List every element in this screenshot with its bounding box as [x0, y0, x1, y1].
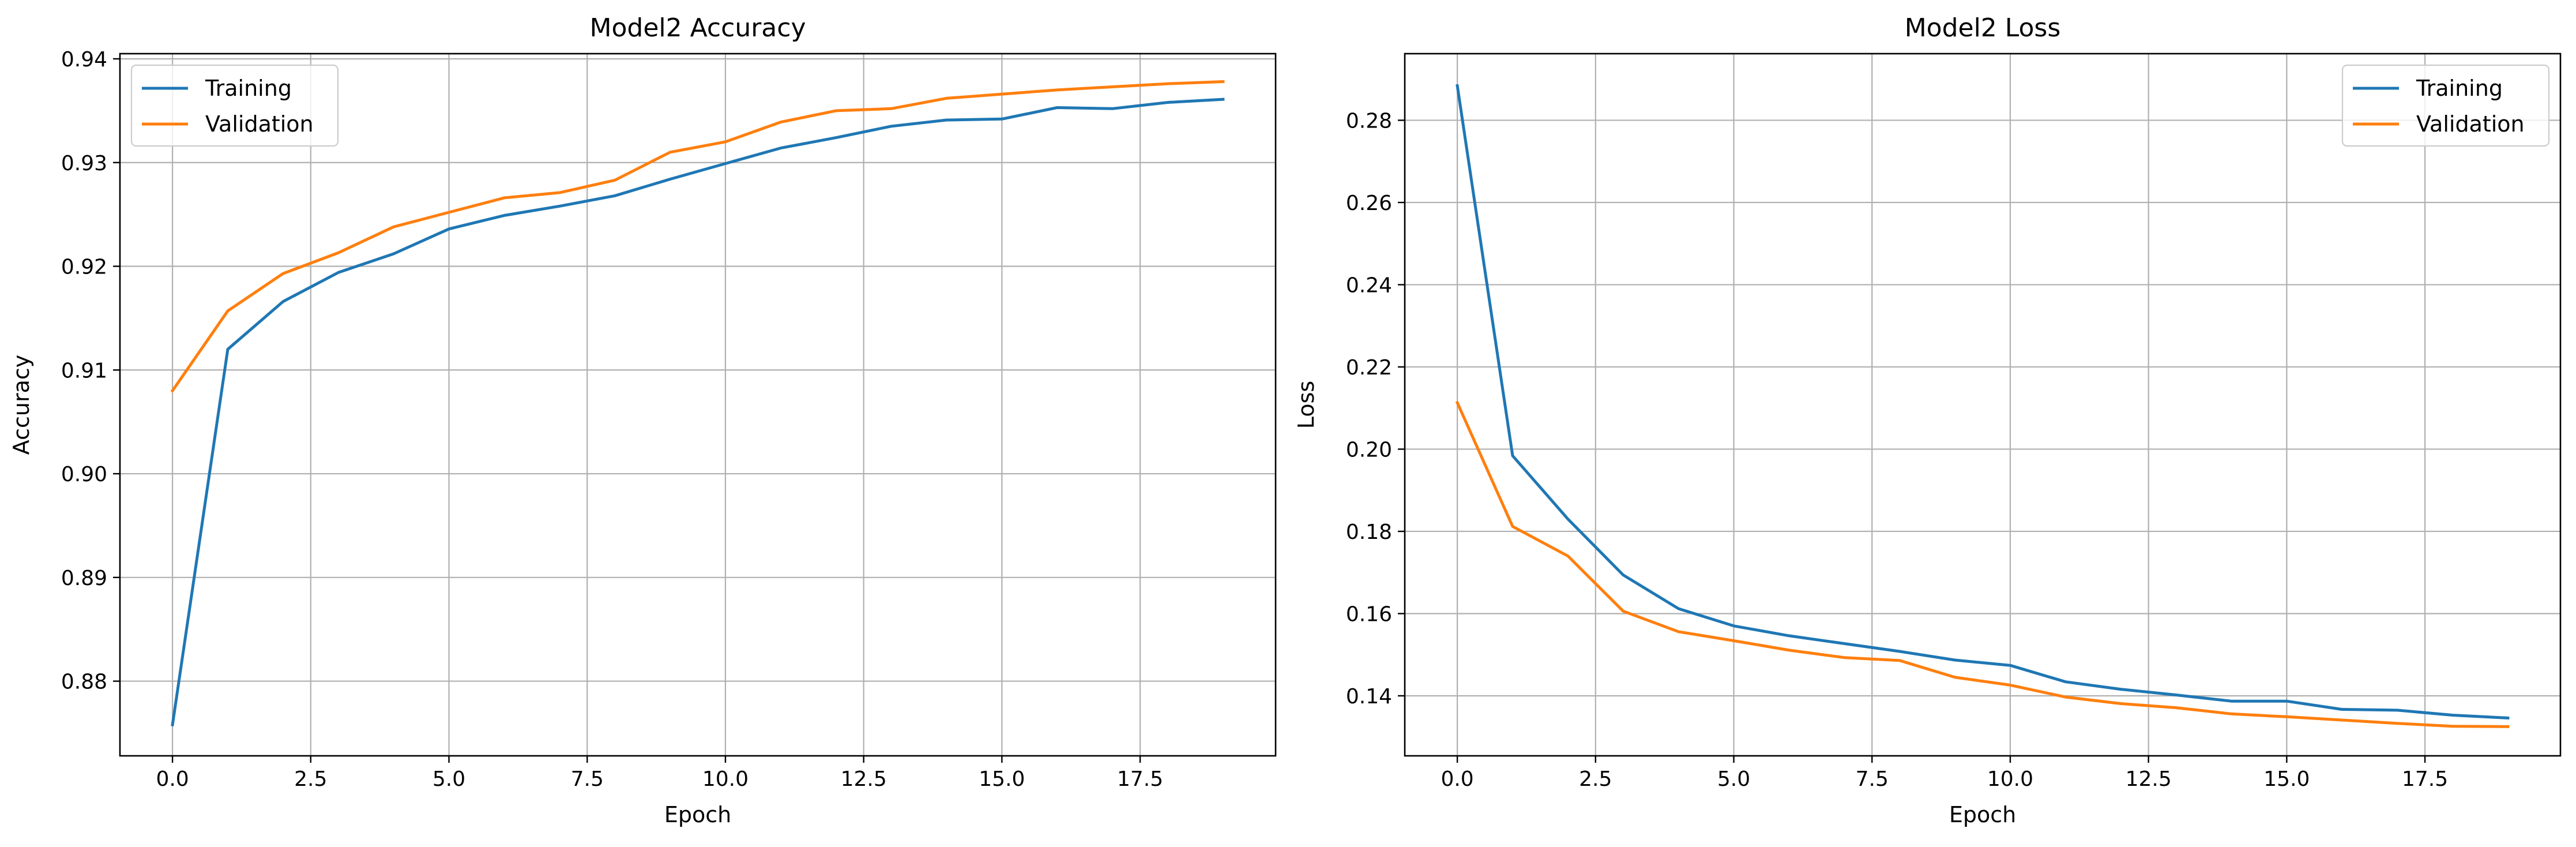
- y-tick-label: 0.93: [61, 152, 107, 175]
- y-tick-label: 0.26: [1346, 192, 1392, 215]
- x-tick-label: 10.0: [702, 767, 749, 791]
- legend-box: [2341, 64, 2550, 147]
- y-tick-label: 0.91: [61, 359, 107, 383]
- y-tick-label: 0.24: [1346, 273, 1392, 297]
- series-line-validation: [1455, 400, 2510, 728]
- x-tick-label: 0.0: [156, 767, 189, 791]
- y-tick-label: 0.28: [1346, 109, 1392, 133]
- x-axis-label: Epoch: [1949, 802, 2016, 827]
- axes-frame: [119, 53, 1277, 757]
- x-tick-label: 7.5: [1856, 767, 1889, 791]
- y-tick-label: 0.18: [1346, 520, 1392, 544]
- legend-label-validation: Validation: [2416, 111, 2525, 137]
- y-tick-label: 0.90: [61, 463, 107, 486]
- x-tick-label: 12.5: [841, 767, 887, 791]
- legend-label-training: Training: [2416, 76, 2503, 101]
- x-tick-label: 7.5: [571, 767, 604, 791]
- legend-label-training: Training: [205, 76, 292, 101]
- series-line-training: [171, 98, 1225, 726]
- x-tick-label: 12.5: [2126, 767, 2172, 791]
- x-tick-label: 5.0: [433, 767, 465, 791]
- x-tick-label: 0.0: [1441, 767, 1473, 791]
- x-tick-label: 15.0: [979, 767, 1025, 791]
- chart-title: Model2 Accuracy: [590, 13, 806, 43]
- x-tick-label: 15.0: [2263, 767, 2310, 791]
- chart-title: Model2 Loss: [1905, 13, 2061, 43]
- chart-panel-accuracy: 0.0 2.5 5.0 7.5 10.0 12.5 15.0 17.5 0.88 0.89 0.90…: [9, 13, 1277, 827]
- x-tick-label: 17.5: [2402, 767, 2448, 791]
- legend: Training Validation: [2341, 64, 2550, 147]
- series-line-validation: [170, 80, 1225, 393]
- x-tick-label: 5.0: [1717, 767, 1750, 791]
- y-axis-label: Accuracy: [9, 355, 34, 455]
- y-axis-label: Loss: [1293, 381, 1319, 429]
- x-tick-label: 10.0: [1987, 767, 2033, 791]
- x-tick-label: 2.5: [294, 767, 327, 791]
- legend: Training Validation: [130, 64, 339, 147]
- x-tick-label: 17.5: [1117, 767, 1163, 791]
- series-line-training: [1456, 84, 2510, 720]
- chart-panel-loss: 0.0 2.5 5.0 7.5 10.0 12.5 15.0 17.5 0.14 0.16 0.18…: [1293, 13, 2562, 827]
- y-tick-label: 0.92: [61, 256, 107, 279]
- y-tick-label: 0.14: [1346, 685, 1392, 709]
- x-tick-label: 2.5: [1579, 767, 1612, 791]
- y-tick-label: 0.16: [1346, 602, 1392, 626]
- axes-frame: [1404, 53, 2562, 757]
- y-tick-label: 0.22: [1346, 356, 1392, 380]
- legend-label-validation: Validation: [205, 111, 314, 137]
- x-axis-label: Epoch: [664, 802, 731, 827]
- y-tick-label: 0.89: [61, 567, 107, 590]
- y-tick-label: 0.20: [1346, 438, 1392, 462]
- legend-box: [130, 64, 339, 147]
- y-tick-label: 0.88: [61, 670, 107, 694]
- y-tick-label: 0.94: [61, 48, 107, 72]
